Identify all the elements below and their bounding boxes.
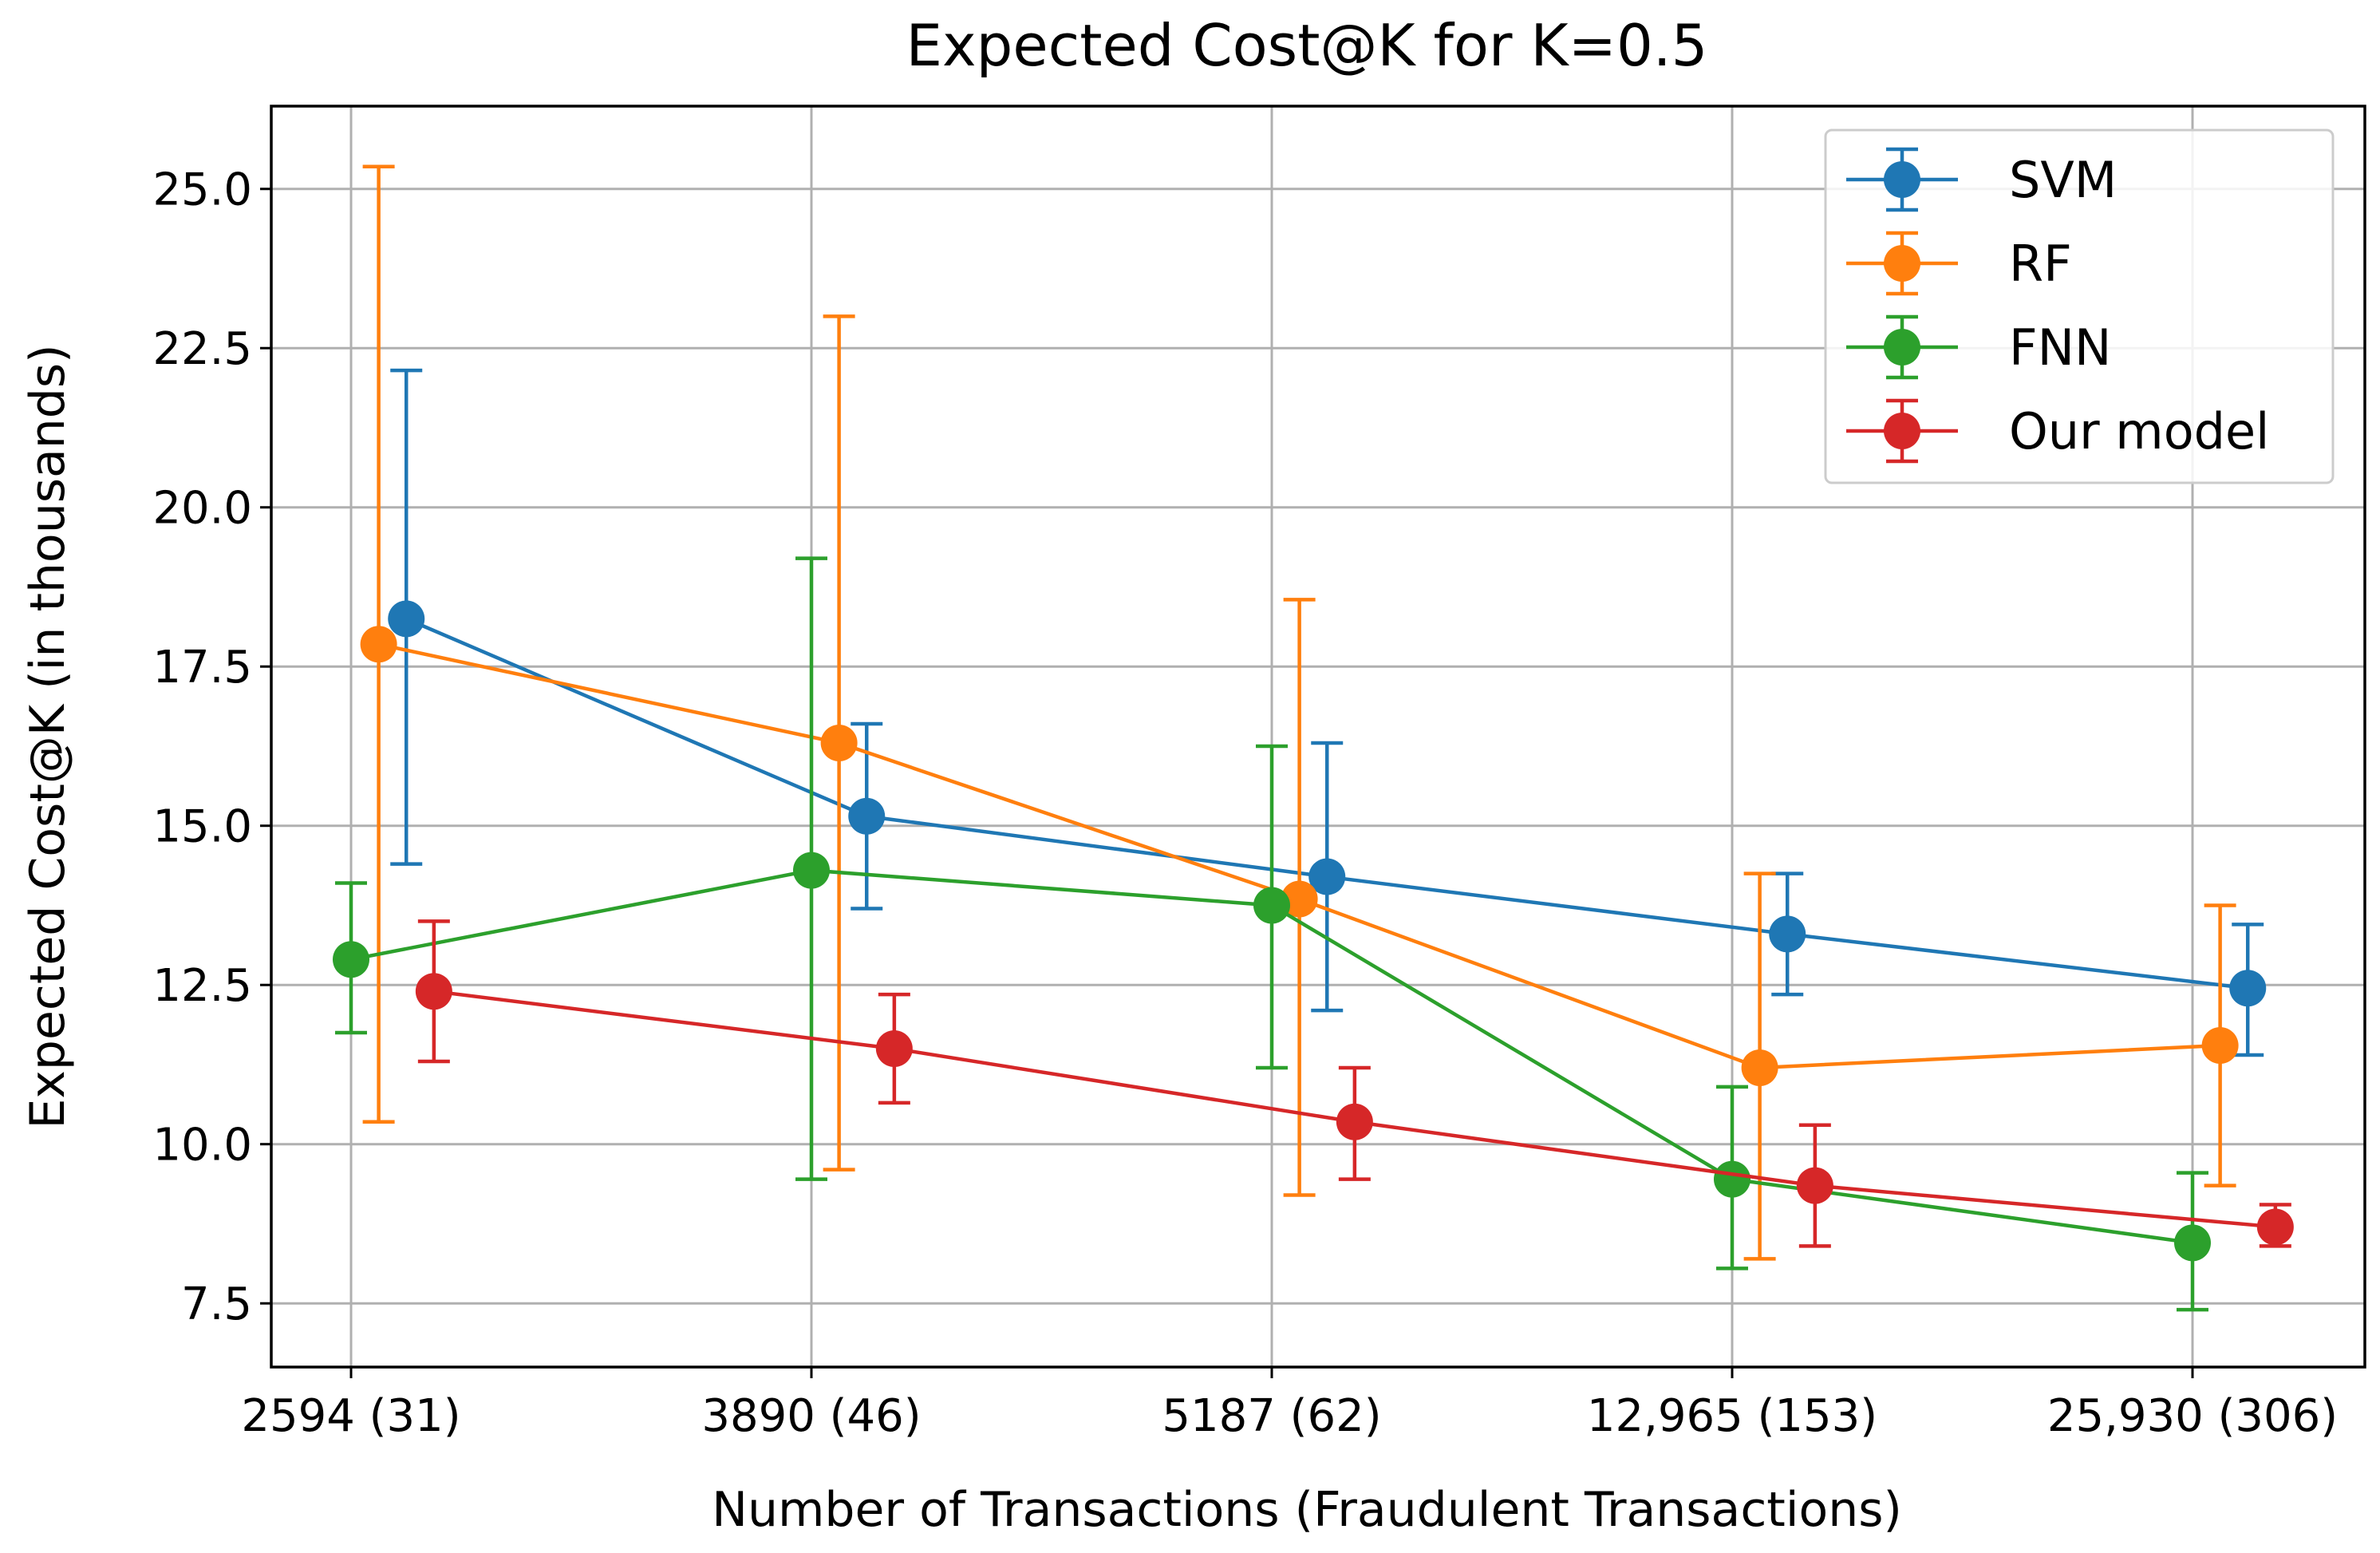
legend-label-fnn: FNN: [2009, 318, 2111, 377]
data-point-rf: [2201, 1027, 2239, 1065]
series-fnn: [333, 556, 2211, 1312]
data-point-rf: [360, 626, 397, 663]
x-tick-label: 25,930 (306): [2047, 1390, 2338, 1442]
series-svm: [388, 368, 2267, 1057]
legend-label-rf: RF: [2009, 235, 2072, 293]
data-point-our-model: [415, 973, 452, 1010]
y-tick-label: 22.5: [152, 323, 252, 375]
y-tick-label: 12.5: [152, 960, 252, 1012]
x-axis-label: Number of Transactions (Fraudulent Trans…: [712, 1482, 1902, 1538]
legend-marker-fnn: [1884, 329, 1920, 366]
data-point-rf: [820, 724, 858, 761]
data-point-fnn: [793, 852, 830, 889]
series-layer: [333, 164, 2294, 1312]
legend-marker-our-model: [1884, 413, 1920, 449]
y-tick-label: 7.5: [181, 1278, 252, 1330]
y-tick-label: 15.0: [152, 801, 252, 853]
axis-ticks: 2594 (31) 3890 (46) 5187 (62) 12,965 (153) 2…: [152, 164, 2338, 1442]
data-point-fnn: [2174, 1224, 2211, 1262]
y-tick-label: 17.5: [152, 642, 252, 694]
series-our-model: [415, 919, 2294, 1248]
legend-box: [1824, 128, 2335, 484]
chart-title: Expected Cost@K for K=0.5: [906, 12, 1708, 79]
data-point-our-model: [875, 1030, 913, 1068]
data-point-svm: [1769, 915, 1806, 953]
y-tick-label: 20.0: [152, 483, 252, 535]
data-point-our-model: [1796, 1167, 1833, 1204]
x-tick-label: 3890 (46): [701, 1390, 921, 1442]
data-point-our-model: [2256, 1208, 2294, 1246]
x-tick-label: 5187 (62): [1162, 1390, 1381, 1442]
data-point-fnn: [333, 941, 369, 978]
x-tick-label: 2594 (31): [241, 1390, 460, 1442]
legend-marker-rf: [1884, 245, 1920, 282]
data-point-svm: [1308, 858, 1346, 895]
data-point-our-model: [1336, 1103, 1373, 1140]
legend: SVM RF FNN Our model: [1824, 128, 2335, 484]
y-tick-label: 25.0: [152, 164, 252, 216]
data-point-svm: [388, 600, 425, 638]
legend-label-svm: SVM: [2009, 151, 2117, 209]
data-point-svm: [2229, 970, 2267, 1007]
legend-marker-svm: [1884, 161, 1920, 198]
series-rf: [360, 164, 2239, 1261]
data-point-fnn: [1714, 1160, 1750, 1198]
data-point-fnn: [1253, 887, 1290, 924]
legend-label-our-model: Our model: [2009, 402, 2269, 460]
plot-area-frame: [270, 105, 2366, 1369]
y-tick-label: 10.0: [152, 1120, 252, 1172]
data-point-rf: [1281, 880, 1318, 918]
x-tick-label: 12,965 (153): [1587, 1390, 1877, 1442]
y-axis-label: Expected Cost@K (in thousands): [20, 344, 76, 1128]
data-point-rf: [1741, 1049, 1778, 1086]
data-point-svm: [848, 797, 886, 835]
